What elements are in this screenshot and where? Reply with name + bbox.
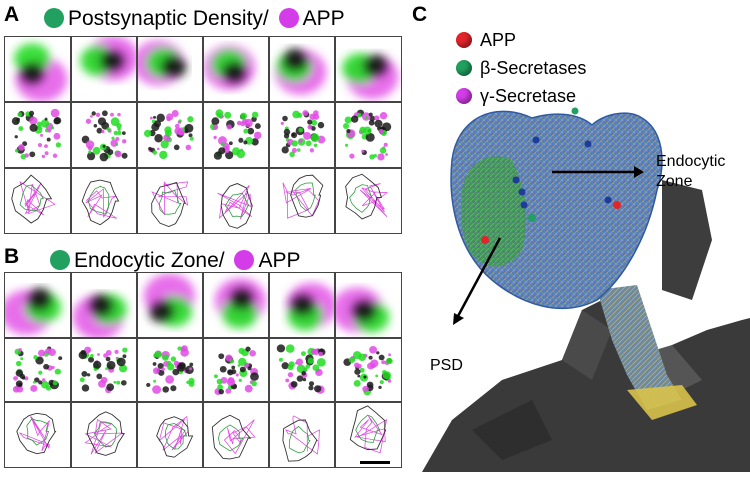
panel-b-tile-r2-c4 <box>203 338 269 402</box>
panel-a-image-grid <box>4 36 402 234</box>
panel-a-tile-r3-c1 <box>4 168 71 234</box>
panel-a-tile-r2-c6 <box>335 102 402 168</box>
panel-c-legend: APP β-Secretases γ-Secretase <box>456 30 656 110</box>
panel-a-tile-r2-c5 <box>269 102 335 168</box>
panel-c-render: APP β-Secretases γ-Secretase Endocytic Z… <box>412 0 750 472</box>
legend-item-beta-secretases: β-Secretases <box>456 58 586 79</box>
panel-b-tile-r3-c5 <box>269 402 335 468</box>
panel-a-tile-r3-c4 <box>203 168 269 234</box>
panel-b-header: Endocytic Zone/ APP <box>50 250 300 271</box>
panel-b-tile-r2-c5 <box>269 338 335 402</box>
red-ball-icon <box>456 32 472 48</box>
panel-b-image-grid <box>4 272 402 468</box>
panel-b-tile-r3-c1 <box>4 402 71 468</box>
panel-a-tile-r2-c2 <box>71 102 137 168</box>
panel-a-tile-r3-c2 <box>71 168 137 234</box>
panel-a-tile-r2-c3 <box>137 102 203 168</box>
panel-a-tile-r3-c5 <box>269 168 335 234</box>
panel-b-header-part2: APP <box>258 249 301 272</box>
callout-psd: PSD <box>430 357 463 374</box>
panel-a-letter: A <box>4 3 20 26</box>
panel-b-tile-r1-c4 <box>203 272 269 338</box>
panel-b-tile-r2-c6 <box>335 338 402 402</box>
green-dot-icon <box>44 8 64 28</box>
magenta-ball-icon <box>456 88 472 104</box>
panel-b-tile-r2-c3 <box>137 338 203 402</box>
panel-b-tile-r2-c1 <box>4 338 71 402</box>
panel-c-letter: C <box>412 3 428 26</box>
panel-a-tile-r1-c2 <box>71 36 137 102</box>
legend-item-app: APP <box>456 30 516 51</box>
panel-b-tile-r1-c5 <box>269 272 335 338</box>
legend-label-app: APP <box>480 30 517 50</box>
panel-b-header-part1: Endocytic Zone/ <box>74 249 225 272</box>
callout-endocytic-line2: Zone <box>656 173 693 190</box>
panel-a-tile-r1-c1 <box>4 36 71 102</box>
legend-item-gamma-secretase: γ-Secretase <box>456 86 576 107</box>
panel-b-tile-r1-c6 <box>335 272 402 338</box>
panel-a-tile-r3-c6 <box>335 168 402 234</box>
spine-3d-render <box>422 107 750 472</box>
panel-a-header: Postsynaptic Density/ APP <box>44 8 345 29</box>
panel-b-tile-r1-c3 <box>137 272 203 338</box>
callout-endocytic-zone: Endocytic Zone <box>656 152 725 192</box>
green-ball-icon <box>456 60 472 76</box>
panel-a-tile-r3-c3 <box>137 168 203 234</box>
panel-a-header-part2: APP <box>302 7 345 30</box>
panel-b-tile-r2-c2 <box>71 338 137 402</box>
panel-b-tile-r3-c2 <box>71 402 137 468</box>
green-dot-icon <box>50 250 70 270</box>
panel-a-header-part1: Postsynaptic Density/ <box>68 7 269 30</box>
magenta-dot-icon <box>278 8 299 28</box>
panel-b-letter: B <box>4 245 20 268</box>
panel-b-tile-r3-c4 <box>203 402 269 468</box>
panel-b-tile-r3-c3 <box>137 402 203 468</box>
magenta-dot-icon <box>234 250 255 270</box>
callout-endocytic-line1: Endocytic <box>656 153 726 170</box>
scale-bar <box>360 461 390 464</box>
panel-a-tile-r1-c3 <box>137 36 203 102</box>
panel-a-tile-r2-c1 <box>4 102 71 168</box>
panel-a-tile-r1-c5 <box>269 36 335 102</box>
legend-label-gamma-secretase: γ-Secretase <box>480 86 577 106</box>
legend-label-beta-secretases: β-Secretases <box>480 58 587 78</box>
panel-a-tile-r1-c6 <box>335 36 402 102</box>
panel-a-tile-r1-c4 <box>203 36 269 102</box>
panel-b-tile-r1-c1 <box>4 272 71 338</box>
panel-b-tile-r3-c6 <box>335 402 402 468</box>
panel-a-tile-r2-c4 <box>203 102 269 168</box>
panel-b-tile-r1-c2 <box>71 272 137 338</box>
